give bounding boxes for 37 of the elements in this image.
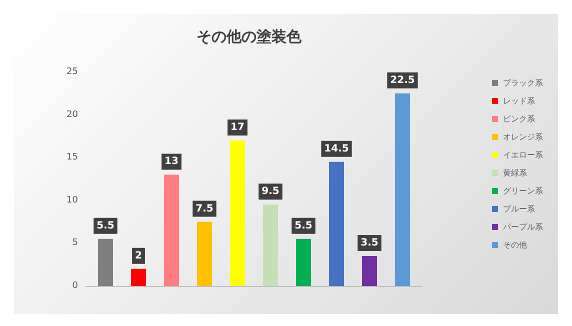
data-label: 9.5 [262,186,280,198]
y-tick-label: 15 [66,152,78,163]
y-tick-label: 0 [72,281,78,291]
data-label: 13 [164,156,178,168]
legend-label: レッド系 [503,96,535,106]
y-tick-label: 10 [66,195,78,206]
bar [395,93,410,286]
bar [164,174,179,286]
data-label: 17 [230,122,244,133]
legend-label: グリーン系 [503,186,543,196]
legend-label: ブラック系 [503,78,543,88]
chart-title: その他の塗装色 [196,28,302,46]
data-label: 14.5 [324,143,349,154]
data-label: 22.5 [390,74,415,86]
data-label: 3.5 [360,238,378,249]
bar [230,140,245,286]
legend-label: ブルー系 [503,204,535,214]
legend-label: ピンク系 [503,114,535,124]
bar [131,268,146,286]
y-tick-label: 5 [72,238,78,248]
bar [263,204,278,286]
legend-label: パープル系 [502,222,543,232]
bar [197,222,212,286]
data-label: 7.5 [196,203,214,214]
legend-label: オレンジ系 [503,132,543,142]
data-label: 5.5 [96,220,114,232]
data-label: 2 [135,250,142,262]
bar [98,238,113,286]
data-label: 5.5 [294,220,312,232]
bar [329,162,344,286]
y-tick-label: 20 [66,110,78,120]
legend-label: 黄緑系 [503,168,527,178]
bar [362,256,377,286]
y-tick-label: 25 [66,67,78,77]
bar [296,238,311,286]
legend-label: その他 [503,240,527,250]
legend-label: イエロー系 [503,150,543,160]
